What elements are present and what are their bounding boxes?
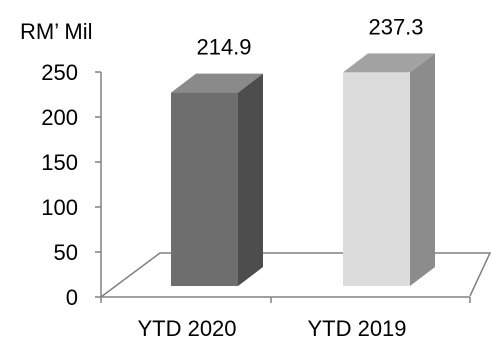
- data-label: 214.9: [196, 35, 251, 60]
- bar-top-face: [343, 53, 435, 73]
- floor-outline: [100, 252, 491, 298]
- y-axis-label: RM’ Mil: [20, 19, 93, 44]
- bar-side-face: [238, 73, 263, 286]
- bar-1: [171, 73, 263, 286]
- bar-2: [343, 53, 435, 287]
- floor-frame: [100, 252, 491, 298]
- data-label: 237.3: [368, 14, 423, 39]
- y-tick-label: 100: [41, 195, 78, 220]
- bar-front-face: [171, 92, 238, 286]
- x-axis-labels: YTD 2020 YTD 2019: [137, 316, 406, 341]
- x-tick-label: YTD 2020: [137, 316, 236, 341]
- x-tick-label: YTD 2019: [307, 316, 406, 341]
- bar-top-face: [171, 73, 263, 93]
- bars: 214.9 237.3: [171, 14, 435, 287]
- y-tick-label: 200: [41, 105, 78, 130]
- y-tick-label: 50: [54, 240, 78, 265]
- y-tick-label: 250: [41, 60, 78, 85]
- y-tick-label: 150: [41, 150, 78, 175]
- y-tick-label: 0: [66, 285, 78, 310]
- bar-side-face: [410, 53, 435, 287]
- bar-front-face: [343, 72, 410, 287]
- y-axis-ticks: 0 50 100 150 200 250: [41, 60, 471, 310]
